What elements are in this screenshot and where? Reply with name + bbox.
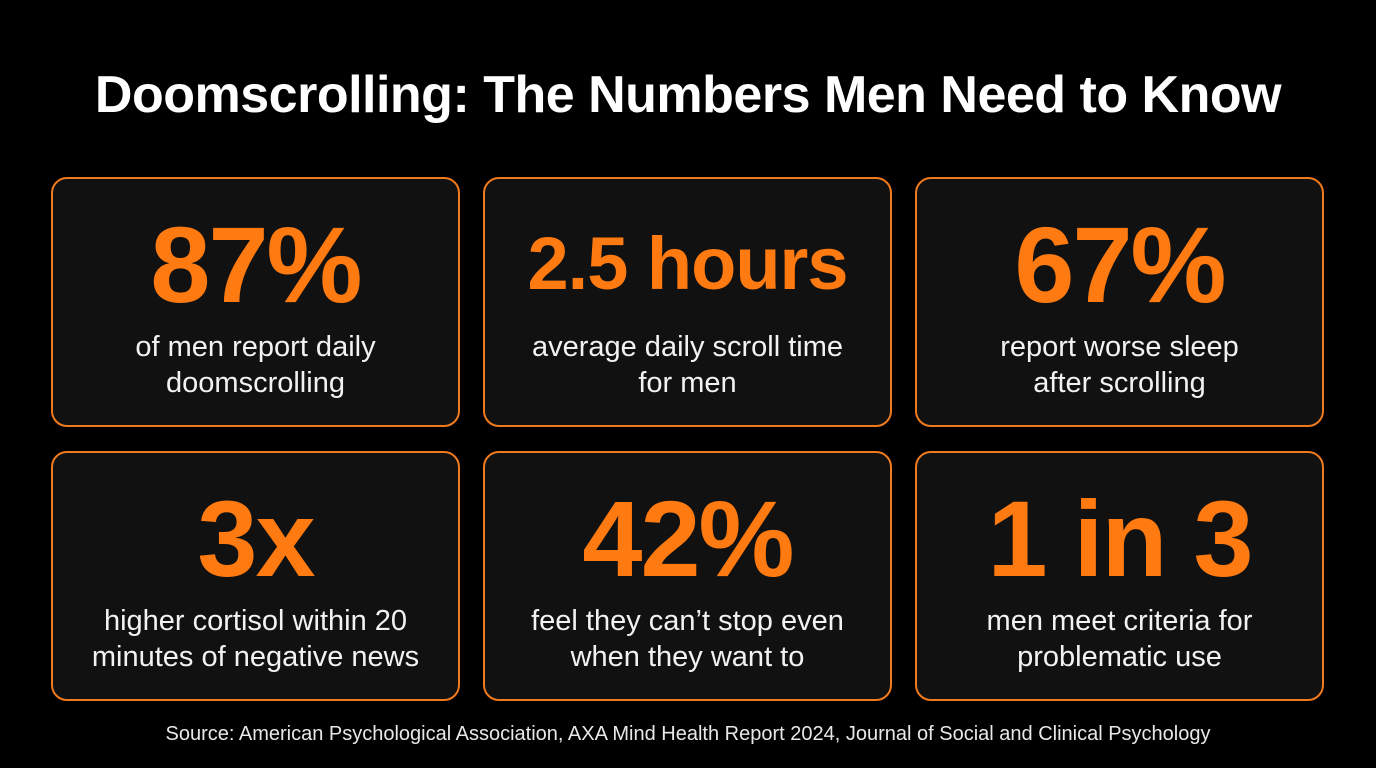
stat-description-line: higher cortisol within 20 <box>103 605 408 637</box>
stat-description-line: for men <box>638 367 737 399</box>
stat-card-worse-sleep: 67% report worse sleep after scrolling <box>915 177 1324 427</box>
stat-description-line: of men report daily <box>135 331 376 363</box>
stat-card-cant-stop: 42% feel they can’t stop even when they … <box>483 451 892 701</box>
stat-value: 67% <box>1014 204 1226 325</box>
stat-description-line: feel they can’t stop even <box>531 605 844 637</box>
stat-description-line: when they want to <box>570 641 805 673</box>
stat-description-line: minutes of negative news <box>91 641 420 673</box>
stat-description-line: report worse sleep <box>1000 331 1239 363</box>
stat-description-line: after scrolling <box>1033 367 1206 399</box>
stat-grid: 87% of men report daily doomscrolling 2.… <box>51 177 1325 701</box>
page-title: Doomscrolling: The Numbers Men Need to K… <box>94 66 1282 124</box>
stat-description-line: problematic use <box>1017 641 1222 673</box>
stat-value: 1 in 3 <box>987 478 1253 599</box>
stat-description-line: doomscrolling <box>166 367 345 399</box>
stat-card-daily-doomscrolling: 87% of men report daily doomscrolling <box>51 177 460 427</box>
stat-description: of men report daily doomscrolling <box>53 329 458 401</box>
stat-description: men meet criteria for problematic use <box>917 603 1322 675</box>
stat-description: report worse sleep after scrolling <box>917 329 1322 401</box>
source-citation: Source: American Psychological Associati… <box>165 723 1211 745</box>
stat-card-scroll-time: 2.5 hours average daily scroll time for … <box>483 177 892 427</box>
stat-value: 2.5 hours <box>527 222 849 305</box>
stat-card-cortisol: 3x higher cortisol within 20 minutes of … <box>51 451 460 701</box>
stat-description-line: men meet criteria for <box>986 605 1253 637</box>
stat-description: feel they can’t stop even when they want… <box>485 603 890 675</box>
stat-value: 3x <box>197 478 315 599</box>
stat-card-problematic-use: 1 in 3 men meet criteria for problematic… <box>915 451 1324 701</box>
stat-value: 42% <box>582 478 794 599</box>
stat-description: average daily scroll time for men <box>485 329 890 401</box>
stat-description-line: average daily scroll time <box>531 331 844 363</box>
stat-value: 87% <box>150 204 362 325</box>
stat-description: higher cortisol within 20 minutes of neg… <box>53 603 458 675</box>
